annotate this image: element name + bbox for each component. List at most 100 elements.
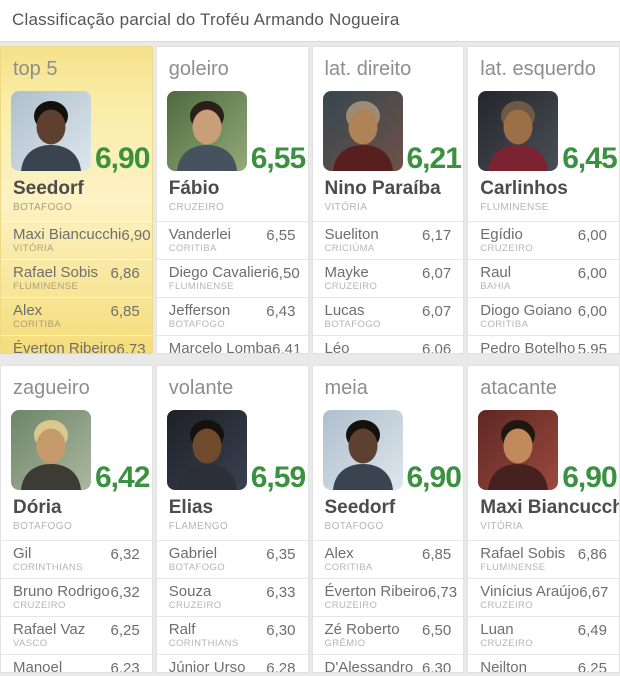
- category-header: lat. esquerdo: [480, 58, 596, 80]
- player-silhouette-icon: [176, 101, 237, 171]
- runner-name: Rafael Vaz: [13, 621, 86, 638]
- runner-score: 6,43: [266, 303, 296, 320]
- runner-identity: Souza CRUZEIRO: [169, 584, 222, 612]
- featured-team: FLAMENGO: [168, 521, 229, 532]
- runner-score: 6,00: [577, 303, 607, 320]
- runner-row: D'Alessandro INTERNACIONAL 6,30: [312, 654, 464, 672]
- player-photo: [322, 410, 403, 490]
- runner-row: Alex CORITIBA 6,85: [1, 297, 152, 335]
- runner-identity: Éverton Ribeiro CRUZEIRO: [325, 584, 428, 612]
- runner-score: 6,00: [577, 265, 607, 282]
- runner-row: Maxi Biancucchi VITÓRIA 6,90: [1, 221, 152, 259]
- runner-name: Alex: [324, 545, 354, 562]
- runner-team: GRÊMIO: [324, 638, 366, 649]
- runner-name: Diogo Goiano: [480, 302, 572, 319]
- runner-row: Neilton SANTOS 6,25: [468, 654, 619, 673]
- runner-identity: Marcelo Lomba BAHIA: [169, 341, 272, 354]
- runner-name: Mayke: [324, 264, 369, 281]
- runner-row: Léo ATLÉTICO-PR 6,06: [312, 335, 464, 353]
- player-silhouette-icon: [488, 101, 549, 171]
- runner-row: Lucas BOTAFOGO 6,07: [312, 297, 464, 335]
- featured-score: 6,59: [250, 461, 306, 494]
- runner-identity: Zé Roberto GRÊMIO: [325, 622, 400, 650]
- category-card: meia 6,90 Seedorf BOTAFOGO Alex CORITIBA…: [311, 365, 465, 673]
- runner-row: Egídio CRUZEIRO 6,00: [468, 221, 619, 259]
- runner-team: CRUZEIRO: [480, 638, 534, 649]
- runner-team: CORINTHIANS: [13, 562, 83, 573]
- runner-name: Vanderlei: [168, 226, 232, 243]
- runner-row: Rafael Sobis FLUMINENSE 6,86: [468, 540, 619, 578]
- runner-team: BOTAFOGO: [324, 319, 381, 330]
- category-header: zagueiro: [13, 377, 90, 399]
- runner-row: Alex CORITIBA 6,85: [312, 540, 464, 578]
- runner-team: BAHIA: [480, 281, 511, 292]
- category-header: atacante: [480, 377, 557, 399]
- runner-score: 6,25: [577, 660, 607, 673]
- category-header: lat. direito: [324, 58, 412, 80]
- category-card: zagueiro 6,42 Dória BOTAFOGO Gil CORINTH…: [0, 365, 153, 673]
- featured-player: 6,55: [157, 91, 308, 175]
- runner-team: CRUZEIRO: [13, 600, 66, 611]
- runner-name: Luan: [480, 621, 514, 638]
- runner-score: 6,17: [422, 227, 452, 244]
- runner-team: CORITIBA: [480, 319, 529, 330]
- runner-row: Mayke CRUZEIRO 6,07: [312, 259, 464, 297]
- runner-score: 6,41: [272, 341, 302, 354]
- runner-list: Sueliton CRICIÚMA 6,17 Mayke CRUZEIRO 6,…: [312, 221, 464, 353]
- runner-team: CORITIBA: [168, 243, 217, 254]
- runner-team: VITÓRIA: [13, 243, 54, 254]
- runner-score: 6,86: [110, 265, 140, 282]
- featured-name: Fábio: [168, 178, 220, 199]
- runner-name: Souza: [168, 583, 212, 600]
- runner-team: CRUZEIRO: [324, 281, 378, 292]
- runner-identity: Éverton Ribeiro CRUZEIRO: [13, 341, 116, 354]
- category-header: top 5: [13, 58, 58, 80]
- category-card: goleiro 6,55 Fábio CRUZEIRO Vanderlei CO…: [155, 46, 309, 354]
- category-card: atacante 6,90 Maxi Biancucchi VITÓRIA Ra…: [467, 365, 620, 673]
- runner-list: Vanderlei CORITIBA 6,55 Diego Cavalieri …: [156, 221, 308, 354]
- runner-team: FLUMINENSE: [168, 281, 234, 292]
- runner-row: Souza CRUZEIRO 6,33: [156, 578, 308, 616]
- runner-score: 6,85: [422, 546, 452, 563]
- player-photo: [166, 91, 247, 171]
- runner-identity: Gil CORINTHIANS: [13, 546, 83, 574]
- featured-team: CRUZEIRO: [168, 202, 225, 213]
- featured-name: Dória: [13, 497, 62, 518]
- runner-row: Vanderlei CORITIBA 6,55: [156, 221, 308, 259]
- runner-name: Marcelo Lomba: [168, 340, 273, 354]
- runner-identity: Alex CORITIBA: [13, 303, 61, 331]
- runner-team: CORITIBA: [324, 562, 373, 573]
- runner-score: 6,25: [110, 622, 140, 639]
- runner-identity: Raul BAHIA: [480, 265, 511, 293]
- player-silhouette-icon: [21, 420, 81, 490]
- featured-score: 6,90: [95, 142, 150, 175]
- runner-team: CORINTHIANS: [168, 638, 239, 649]
- runner-team: FLUMINENSE: [13, 281, 79, 292]
- featured-player: 6,42: [1, 410, 152, 494]
- runner-row: Gabriel BOTAFOGO 6,35: [156, 540, 308, 578]
- runner-row: Rafael Sobis FLUMINENSE 6,86: [1, 259, 152, 297]
- runner-name: Lucas: [324, 302, 365, 319]
- player-silhouette-icon: [176, 420, 237, 490]
- player-photo: [322, 91, 403, 171]
- runner-identity: Júnior Urso CORITIBA: [169, 660, 246, 673]
- featured-team: BOTAFOGO: [13, 202, 73, 213]
- runner-identity: Sueliton CRICIÚMA: [325, 227, 379, 255]
- category-header: goleiro: [168, 58, 229, 80]
- runner-row: Raul BAHIA 6,00: [468, 259, 619, 297]
- runner-identity: Diego Cavalieri FLUMINENSE: [169, 265, 271, 293]
- runner-team: VASCO: [13, 638, 48, 649]
- runner-name: Maxi Biancucchi: [13, 226, 122, 243]
- runner-row: Marcelo Lomba BAHIA 6,41: [156, 335, 308, 354]
- featured-team: VITÓRIA: [480, 521, 524, 532]
- runner-score: 6,33: [266, 584, 296, 601]
- runner-score: 6,35: [266, 546, 296, 563]
- runner-score: 6,30: [266, 622, 296, 639]
- player-photo: [11, 410, 91, 490]
- featured-score: 6,90: [406, 461, 462, 494]
- runner-identity: Vinícius Araújo CRUZEIRO: [480, 584, 579, 612]
- runner-score: 6,90: [121, 227, 151, 244]
- runner-score: 6,28: [266, 660, 296, 673]
- runner-score: 6,50: [422, 622, 452, 639]
